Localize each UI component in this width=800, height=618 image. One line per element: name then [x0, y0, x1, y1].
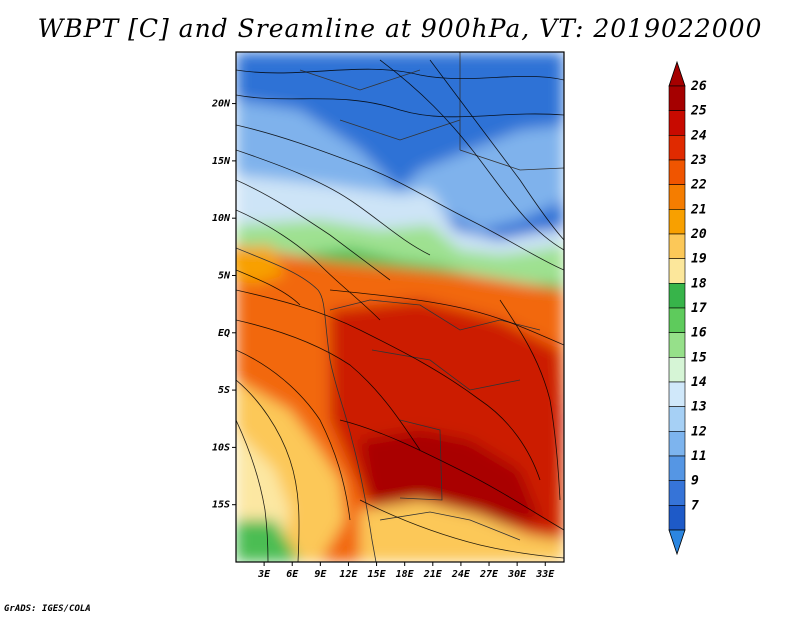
colorbar-segment: [668, 406, 686, 432]
grads-credit: GrADS: IGES/COLA: [4, 604, 91, 614]
colorbar-segment: [668, 110, 686, 136]
lat-tick-label: 10S: [212, 442, 230, 453]
colorbar-segment: [668, 357, 686, 383]
streamlines: [236, 59, 564, 562]
lat-tick-label: 5N: [218, 270, 231, 281]
colorbar-label: 16: [691, 326, 707, 341]
colorbar-segment: [668, 85, 686, 111]
lat-tick-label: 10N: [212, 213, 231, 224]
colorbar-segment: [668, 184, 686, 210]
lon-tick-label: 6E: [286, 569, 299, 580]
colorbar-segment: [668, 159, 686, 185]
colorbar-label: 12: [691, 424, 707, 439]
lon-tick-label: 3E: [257, 569, 271, 580]
colorbar-segment: [668, 455, 686, 481]
lon-tick-label: 33E: [535, 569, 555, 580]
axis-ticks: 20N 15N 10N 5N EQ 5S 10S 15S 3E 6E 9E 12E 15E 18E 21E 2…: [211, 99, 555, 580]
colorbar-label: 20: [690, 227, 707, 242]
colorbar-segment: [668, 480, 686, 506]
colorbar-segment: [668, 258, 686, 284]
lon-tick-label: 18E: [396, 569, 415, 580]
colorbar-segment: [668, 209, 686, 235]
wbpt-field: [236, 52, 564, 562]
colorbar-label: 26: [690, 79, 707, 94]
colorbar-min-arrow: [668, 529, 686, 556]
colorbar-label: 24: [690, 128, 707, 143]
lat-tick-label: 5S: [218, 385, 230, 396]
colorbar-segment: [668, 505, 686, 531]
lon-tick-label: 15E: [368, 569, 387, 580]
lat-tick-label: 20N: [211, 99, 231, 110]
colorbar-label: 7: [691, 498, 699, 513]
lon-tick-label: 24E: [451, 569, 471, 580]
colorbar-label: 17: [691, 301, 707, 316]
lon-tick-label: 12E: [339, 569, 358, 580]
colorbar-label: 22: [690, 178, 707, 193]
lat-tick-label: 15S: [212, 500, 230, 511]
colorbar-segment: [668, 381, 686, 407]
colorbar-label: 15: [691, 350, 707, 365]
colorbar-label: 9: [691, 474, 699, 489]
lon-tick-label: 9E: [314, 569, 327, 580]
colorbar-label: 11: [691, 449, 707, 464]
lon-tick-label: 21E: [423, 569, 443, 580]
colorbar-label: 14: [691, 375, 707, 390]
lon-tick-label: 30E: [507, 569, 527, 580]
lon-tick-label: 27E: [479, 569, 499, 580]
lat-tick-label: EQ: [218, 328, 230, 339]
colorbar-segment: [668, 431, 686, 457]
colorbar-label: 23: [690, 153, 707, 168]
colorbar-segment: [668, 332, 686, 358]
colorbar-segment: [668, 307, 686, 333]
colorbar-label: 21: [690, 202, 707, 217]
colorbar-max-arrow: [668, 60, 686, 87]
colorbar-label: 13: [691, 400, 707, 415]
colorbar-label: 19: [691, 252, 707, 267]
colorbar-segment: [668, 233, 686, 259]
map-frame: [235, 51, 565, 563]
colorbar-segment: [668, 283, 686, 309]
colorbar-segment: [668, 135, 686, 161]
colorbar-label: 18: [691, 276, 707, 291]
lat-tick-label: 15N: [212, 156, 231, 167]
map-title: WBPT [C] and Sreamline at 900hPa, VT: 20…: [37, 14, 763, 43]
colorbar: 26 25 24 23 22 21 20 19 18 17 16 15 14 13 12 11 9 7: [668, 60, 707, 556]
colorbar-label: 25: [690, 104, 707, 119]
